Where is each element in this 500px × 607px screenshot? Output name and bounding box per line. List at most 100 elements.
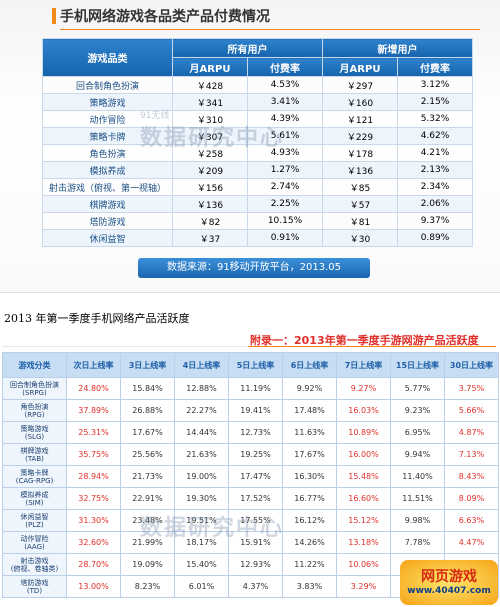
value-cell: 28.70% [66, 553, 121, 576]
value-cell: 4.21% [397, 144, 473, 162]
value-cell: 9.23% [390, 399, 445, 422]
header-row: 游戏分类 次日上线率 3日上线率 4日上线率 5日上线率 6日上线率 7日上线率 15日上线率… [2, 352, 499, 378]
category-cell: 策略卡牌 (CAG-RPG) [2, 465, 67, 488]
activity-table: 游戏分类 次日上线率 3日上线率 4日上线率 5日上线率 6日上线率 7日上线率 15日上线率… [2, 352, 499, 598]
value-cell: 10.15% [247, 212, 323, 230]
value-cell: 28.94% [66, 465, 121, 488]
value-cell: 6.63% [444, 509, 499, 532]
value-cell: 2.34% [397, 178, 473, 196]
value-cell: 2.06% [397, 195, 473, 213]
value-cell: 8.43% [444, 465, 499, 488]
value-cell: 3.75% [444, 377, 499, 400]
value-cell: 16.30% [282, 465, 337, 488]
value-cell: ￥30 [322, 229, 398, 247]
value-cell: 16.03% [336, 399, 391, 422]
value-cell: 32.60% [66, 531, 121, 554]
value-cell: ￥37 [172, 229, 248, 247]
watermark: 数据研究中心 [140, 126, 285, 151]
category-cell: 射击游戏（俯视、第一视轴） [42, 178, 173, 196]
value-cell: 22.27% [174, 399, 229, 422]
subheader-row: 月ARPU 付费率 月ARPU 付费率 [43, 57, 473, 77]
table-row: 角色扮演 (RPG) 37.89% 26.88% 22.27% 19.41% 17.48% 1… [2, 399, 499, 422]
value-cell: 19.41% [228, 399, 283, 422]
table-row: 休闲益智 ￥37 0.91% ￥30 0.89% [42, 229, 473, 247]
value-cell: ￥178 [322, 144, 398, 162]
value-cell: 19.09% [120, 553, 175, 576]
header-cell: 游戏分类 [2, 352, 67, 378]
value-cell: ￥136 [172, 195, 248, 213]
value-cell: 26.88% [120, 399, 175, 422]
value-cell: ￥209 [172, 161, 248, 179]
table-row: 模拟养成 ￥209 1.27% ￥136 2.13% [42, 161, 473, 179]
value-cell: 17.67% [282, 443, 337, 466]
value-cell: ￥82 [172, 212, 248, 230]
table-row: 塔防游戏 (TD) 13.00% 8.23% 6.01% 4.37% 3.83% 3.29% [2, 575, 499, 598]
title-bar [52, 8, 56, 24]
category-cell: 休闲益智 (PLZ) [2, 509, 67, 532]
category-code: (TD) [26, 586, 43, 595]
category-cell: 塔防游戏 (TD) [2, 575, 67, 598]
value-cell: 0.89% [397, 229, 473, 247]
category-name: 动作冒险 [20, 534, 49, 543]
value-cell: 4.62% [397, 127, 473, 145]
value-cell: ￥341 [172, 93, 248, 111]
table-row: 回合制角色扮演 (SRPG) 24.80% 15.84% 12.88% 11.19% 9.9… [2, 377, 499, 400]
value-cell: 11.51% [390, 487, 445, 510]
category-code: (SIM) [25, 498, 44, 507]
value-cell: 7.78% [390, 531, 445, 554]
subheader-cell: 月ARPU [172, 57, 248, 77]
value-cell: 16.77% [282, 487, 337, 510]
header-cell: 30日上线率 [444, 352, 499, 378]
table-row: 策略游戏 (SLG) 25.31% 17.67% 14.44% 12.73% 11.63% 1… [2, 421, 499, 444]
rule [2, 346, 248, 347]
table-row: 休闲益智 (PLZ) 31.30% 23.48% 19.51% 17.55% 16.12% 1… [2, 509, 499, 532]
value-cell: 8.09% [444, 487, 499, 510]
value-cell: 1.27% [247, 161, 323, 179]
value-cell: 19.25% [228, 443, 283, 466]
logo: 网页游戏 www.40407.com [400, 560, 498, 605]
table-row: 策略游戏 ￥341 3.41% ￥160 2.15% [42, 93, 473, 111]
value-cell: 11.40% [390, 465, 445, 488]
value-cell: 8.23% [120, 575, 175, 598]
category-name: 模拟养成 [20, 490, 49, 499]
value-cell: 25.56% [120, 443, 175, 466]
caption: 2013 年第一季度手机网络产品活跃度 [4, 312, 190, 325]
value-cell: 3.12% [397, 76, 473, 94]
subheader-cell: 付费率 [397, 57, 473, 77]
value-cell: 9.94% [390, 443, 445, 466]
value-cell: 9.92% [282, 377, 337, 400]
value-cell: 3.29% [336, 575, 391, 598]
value-cell: ￥160 [322, 93, 398, 111]
header-cell: 15日上线率 [390, 352, 445, 378]
value-cell: 15.40% [174, 553, 229, 576]
category-cell: 塔防游戏 [42, 212, 173, 230]
value-cell: 35.75% [66, 443, 121, 466]
value-cell: 19.30% [174, 487, 229, 510]
value-cell: 13.18% [336, 531, 391, 554]
section-title: 附录一：2013年第一季度手游网游产品活跃度 [250, 334, 479, 347]
table-row: 射击游戏（俯视、第一视轴） ￥156 2.74% ￥85 2.34% [42, 178, 473, 196]
header-cell: 6日上线率 [282, 352, 337, 378]
value-cell: 17.67% [120, 421, 175, 444]
value-cell: 6.01% [174, 575, 229, 598]
watermark: 91无线 [140, 111, 170, 121]
value-cell: ￥136 [322, 161, 398, 179]
category-code: (SLG) [24, 432, 45, 441]
header-cell: 5日上线率 [228, 352, 283, 378]
value-cell: 12.93% [228, 553, 283, 576]
title-rule [60, 29, 480, 30]
value-cell: 19.00% [174, 465, 229, 488]
category-cell: 休闲益智 [42, 229, 173, 247]
value-cell: 7.13% [444, 443, 499, 466]
value-cell: 5.66% [444, 399, 499, 422]
value-cell: 9.98% [390, 509, 445, 532]
header-cell: 7日上线率 [336, 352, 391, 378]
category-name: 角色扮演 [20, 402, 49, 411]
category-name: 射击游戏 [20, 556, 49, 565]
value-cell: 9.27% [336, 377, 391, 400]
value-cell: 2.15% [397, 93, 473, 111]
subheader-cell: 月ARPU [322, 57, 398, 77]
table-row: 棋牌游戏 (TAB) 35.75% 25.56% 21.63% 19.25% 17.67% 1… [2, 443, 499, 466]
category-name: 回合制角色扮演 [10, 380, 59, 389]
